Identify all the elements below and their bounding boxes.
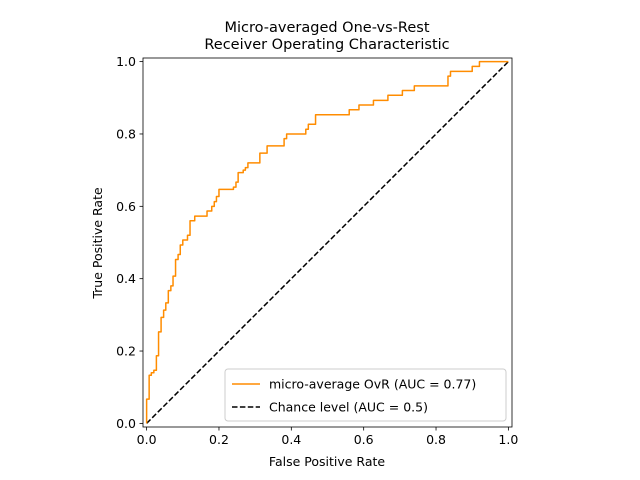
x-tick-label: 0.8 [426,432,446,447]
legend: micro-average OvR (AUC = 0.77) Chance le… [224,368,507,422]
x-tick-label: 0.6 [354,432,374,447]
legend-label-micro-average: micro-average OvR (AUC = 0.77) [269,377,476,392]
x-tick-label: 0.4 [281,432,301,447]
y-tick-label: 1.0 [116,54,136,69]
chart-title-line-2: Receiver Operating Characteristic [204,37,449,53]
x-tick-label: 0.2 [209,432,229,447]
y-tick-label: 0.0 [116,416,136,431]
chart-title-line-1: Micro-averaged One-vs-Rest [224,20,429,36]
chance-level-line [146,61,509,424]
x-tick-label: 1.0 [498,432,518,447]
x-axis-label: False Positive Rate [269,454,385,469]
y-tick-label: 0.4 [116,271,136,286]
axes-frame [142,57,513,428]
legend-label-chance-level: Chance level (AUC = 0.5) [269,400,428,415]
y-tick-label: 0.2 [116,344,136,359]
x-tick-label: 0.0 [137,432,157,447]
y-axis-label: True Positive Rate [90,187,105,300]
roc-curve-micro-average [145,60,509,424]
legend-frame [224,368,507,422]
y-tick-label: 0.8 [116,126,136,141]
y-tick-label: 0.6 [116,199,136,214]
plot-area [145,60,509,424]
axes: 0.0 0.2 0.4 0.6 0.8 1.0 0.0 0.2 0.4 0.6 0.8 1.0 [116,54,518,447]
